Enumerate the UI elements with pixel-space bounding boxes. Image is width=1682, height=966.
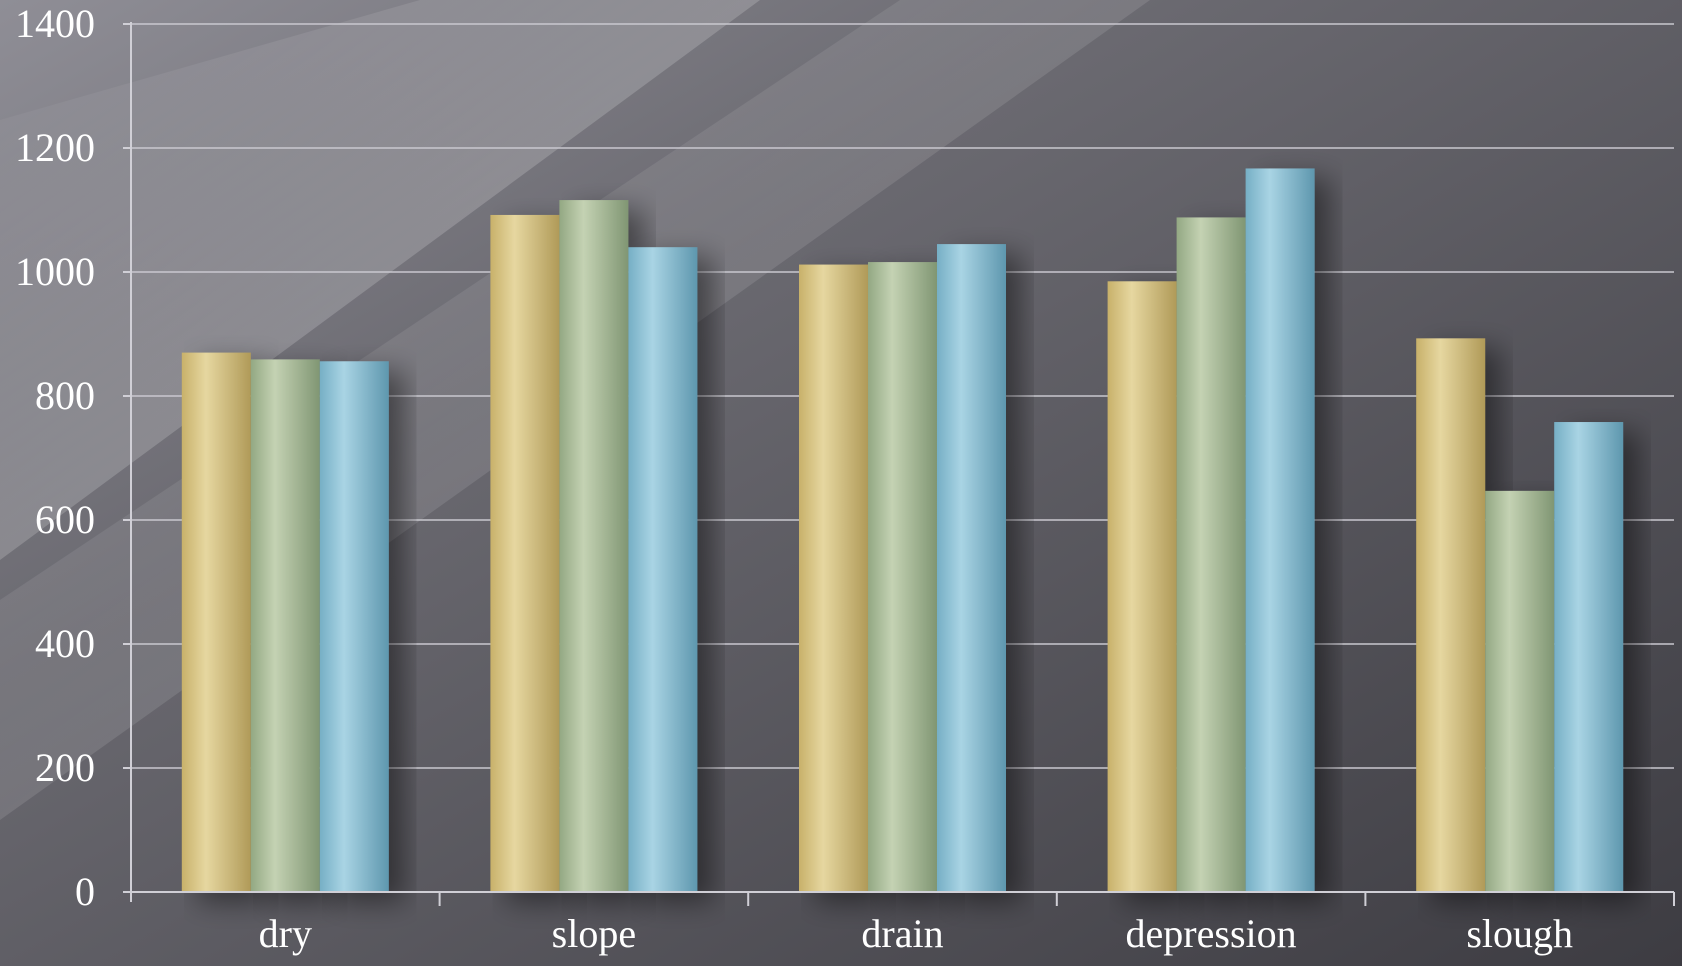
bar-dry-series-2 <box>250 359 320 892</box>
bar-drain-series-2 <box>868 262 937 893</box>
y-tick-label: 400 <box>35 621 95 666</box>
bar-drain-series-1 <box>799 264 868 892</box>
bar-dry-series-3 <box>319 361 389 892</box>
y-tick-label: 800 <box>35 373 95 418</box>
axes <box>123 22 1675 906</box>
y-tick-label: 0 <box>75 869 95 914</box>
labels: 0 200 400 600 800 1000 1200 1400 dry slope drain de… <box>15 1 1573 956</box>
bar-depression-series-2 <box>1176 217 1246 892</box>
bar-depression-series-1 <box>1107 281 1177 892</box>
bar-slough-series-1 <box>1416 338 1486 893</box>
bars <box>181 168 1624 893</box>
x-category-label: depression <box>1126 911 1297 956</box>
y-tick-label: 200 <box>35 745 95 790</box>
y-tick-label: 1200 <box>15 125 95 170</box>
x-category-label: slough <box>1466 911 1573 956</box>
y-tick-label: 600 <box>35 497 95 542</box>
x-category-label: slope <box>552 911 636 956</box>
x-category-label: drain <box>861 911 943 956</box>
bar-drain-series-3 <box>937 244 1006 893</box>
bar-slough-series-3 <box>1554 422 1624 892</box>
bar-slope-series-3 <box>628 247 698 892</box>
y-tick-label: 1000 <box>15 249 95 294</box>
bar-slope-series-2 <box>559 200 629 892</box>
x-category-label: dry <box>259 911 312 956</box>
bar-depression-series-3 <box>1245 168 1315 892</box>
bar-dry-series-1 <box>181 352 251 893</box>
bar-slope-series-1 <box>490 214 560 892</box>
y-tick-label: 1400 <box>15 1 95 46</box>
bar-slough-series-2 <box>1485 490 1555 892</box>
